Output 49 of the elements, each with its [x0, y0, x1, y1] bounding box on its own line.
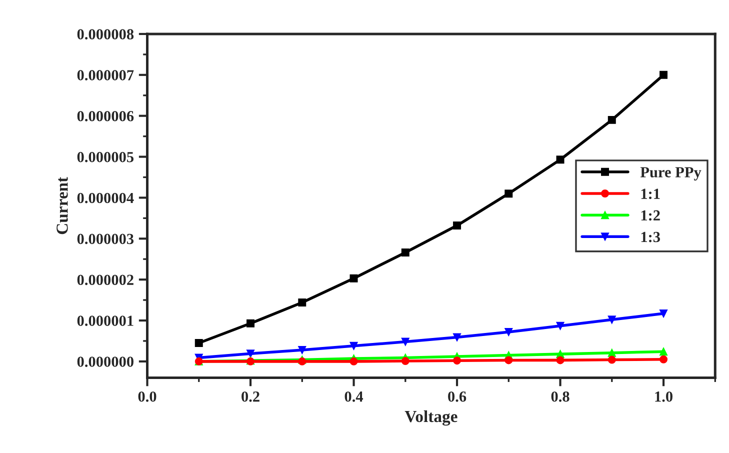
y-tick-label: 0.000004	[77, 192, 134, 204]
point	[350, 357, 358, 366]
x-tick-label: 0.2	[242, 391, 260, 402]
legend-label: 1:2	[641, 210, 660, 221]
point	[194, 339, 203, 347]
point	[453, 222, 462, 230]
point	[453, 333, 462, 342]
point	[556, 322, 564, 330]
point	[608, 316, 616, 324]
legend-label: 1:3	[641, 232, 660, 242]
x-tick-label: 1.0	[655, 391, 672, 402]
y-axis-title: Current	[56, 176, 68, 234]
point	[556, 156, 564, 164]
y-tick-label: 0.000006	[77, 110, 134, 122]
x-tick-label: 0.8	[551, 391, 570, 402]
point	[660, 70, 668, 79]
point	[608, 348, 616, 357]
y-tick-label: 0.000000	[77, 356, 134, 367]
x-tick-label: 0.6	[448, 391, 466, 402]
point	[608, 356, 616, 364]
x-tick-label: 0.4	[344, 391, 364, 402]
point	[504, 190, 513, 198]
point	[401, 357, 410, 366]
y-tick-label: 0.000007	[77, 70, 134, 80]
point	[453, 356, 462, 365]
point	[298, 346, 306, 354]
point	[401, 338, 410, 346]
y-tick-label: 0.000002	[77, 274, 134, 286]
point	[660, 310, 668, 318]
point	[556, 356, 564, 364]
point	[246, 350, 255, 358]
y-tick-label: 0.000005	[77, 152, 134, 162]
point	[504, 356, 513, 364]
y-tick-label: 0.000001	[77, 316, 134, 326]
x-tick-label: 0.0	[138, 391, 156, 402]
legend-label: 1:1	[641, 188, 660, 200]
point	[246, 319, 255, 328]
point	[350, 274, 358, 282]
point	[298, 298, 306, 306]
point	[608, 116, 616, 124]
y-tick-label: 0.000008	[77, 29, 134, 40]
point	[401, 248, 410, 257]
point	[660, 355, 668, 364]
legend-label: Pure PPy	[640, 167, 702, 181]
point	[504, 328, 513, 336]
point	[350, 342, 358, 350]
x-axis-title: Voltage	[404, 410, 458, 426]
point	[660, 348, 668, 356]
y-tick-label: 0.000003	[77, 234, 134, 244]
